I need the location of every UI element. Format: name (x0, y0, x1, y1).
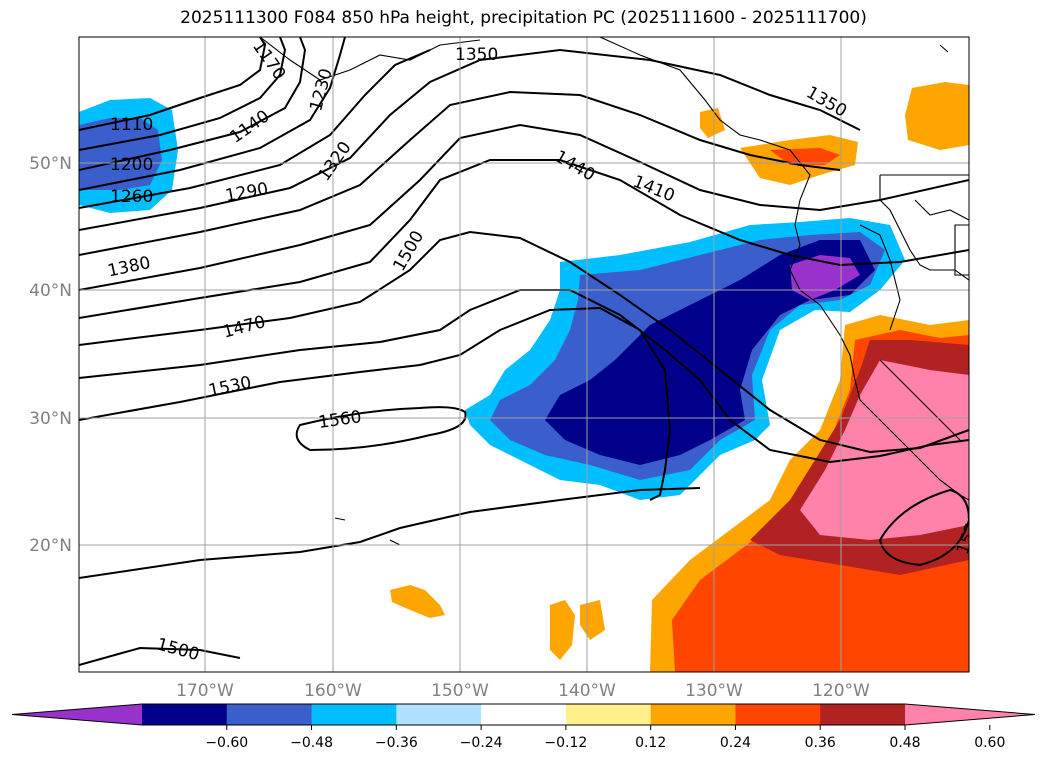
contour-label: 1200 (110, 155, 153, 175)
colorbar-segment (650, 704, 736, 725)
lat-label: 20°N (29, 536, 72, 556)
lon-label: 140°W (558, 681, 616, 701)
colorbar-outline (11, 703, 1036, 726)
lon-label: 150°W (431, 681, 489, 701)
colorbar-tick-label: −0.24 (460, 735, 503, 751)
map-frame (78, 36, 970, 673)
colorbar-segment (226, 704, 313, 725)
lat-label: 40°N (29, 281, 72, 301)
lon-label: 130°W (685, 681, 743, 701)
contour-label: 1260 (110, 187, 153, 207)
colorbar-tick-label: 0.12 (635, 735, 666, 751)
colorbar-segment (311, 704, 397, 725)
colorbar-tick-label: 0.36 (805, 735, 836, 751)
colorbar-segment (142, 704, 228, 725)
colorbar-tick-label: −0.12 (544, 735, 587, 751)
colorbar-segment (481, 704, 567, 725)
graticule (79, 37, 969, 672)
colorbar-segment (565, 704, 652, 725)
contour-label: 1110 (110, 115, 153, 135)
colorbar-tick-label: −0.36 (375, 735, 418, 751)
colorbar-segment (396, 704, 482, 725)
height-contours (79, 37, 969, 666)
colorbar-tick-label: 0.60 (974, 735, 1005, 751)
colorbar-segment (735, 704, 821, 725)
colorbar-extend-low (12, 704, 142, 725)
colorbar-tick-label: 0.24 (720, 735, 751, 751)
colorbar: −0.60 −0.48 −0.36 −0.24 −0.12 0.12 0.24 0.36 0.4… (11, 703, 1036, 751)
negative-precip-anomaly (79, 98, 905, 500)
colorbar-tick-label: 0.48 (889, 735, 920, 751)
colorbar-tick-label: −0.48 (290, 735, 333, 751)
latitude-labels: 50°N 40°N 30°N 20°N (29, 154, 72, 556)
lon-label: 160°W (304, 681, 362, 701)
colorbar-extend-high (905, 704, 1035, 725)
map-plot: 1110 1140 1170 1200 1230 1260 1290 1320 … (79, 37, 969, 672)
longitude-labels: 170°W 160°W 150°W 140°W 130°W 120°W (176, 681, 870, 701)
lat-label: 30°N (29, 409, 72, 429)
lon-label: 170°W (176, 681, 234, 701)
map-title: 2025111300 F084 850 hPa height, precipit… (180, 8, 867, 28)
contour-label: 1350 (455, 45, 498, 65)
colorbar-tick-label: −0.60 (205, 735, 248, 751)
coastlines (259, 37, 969, 546)
lat-label: 50°N (29, 154, 72, 174)
positive-precip-anomaly (390, 82, 969, 672)
colorbar-segment (820, 704, 906, 725)
lon-label: 120°W (812, 681, 870, 701)
